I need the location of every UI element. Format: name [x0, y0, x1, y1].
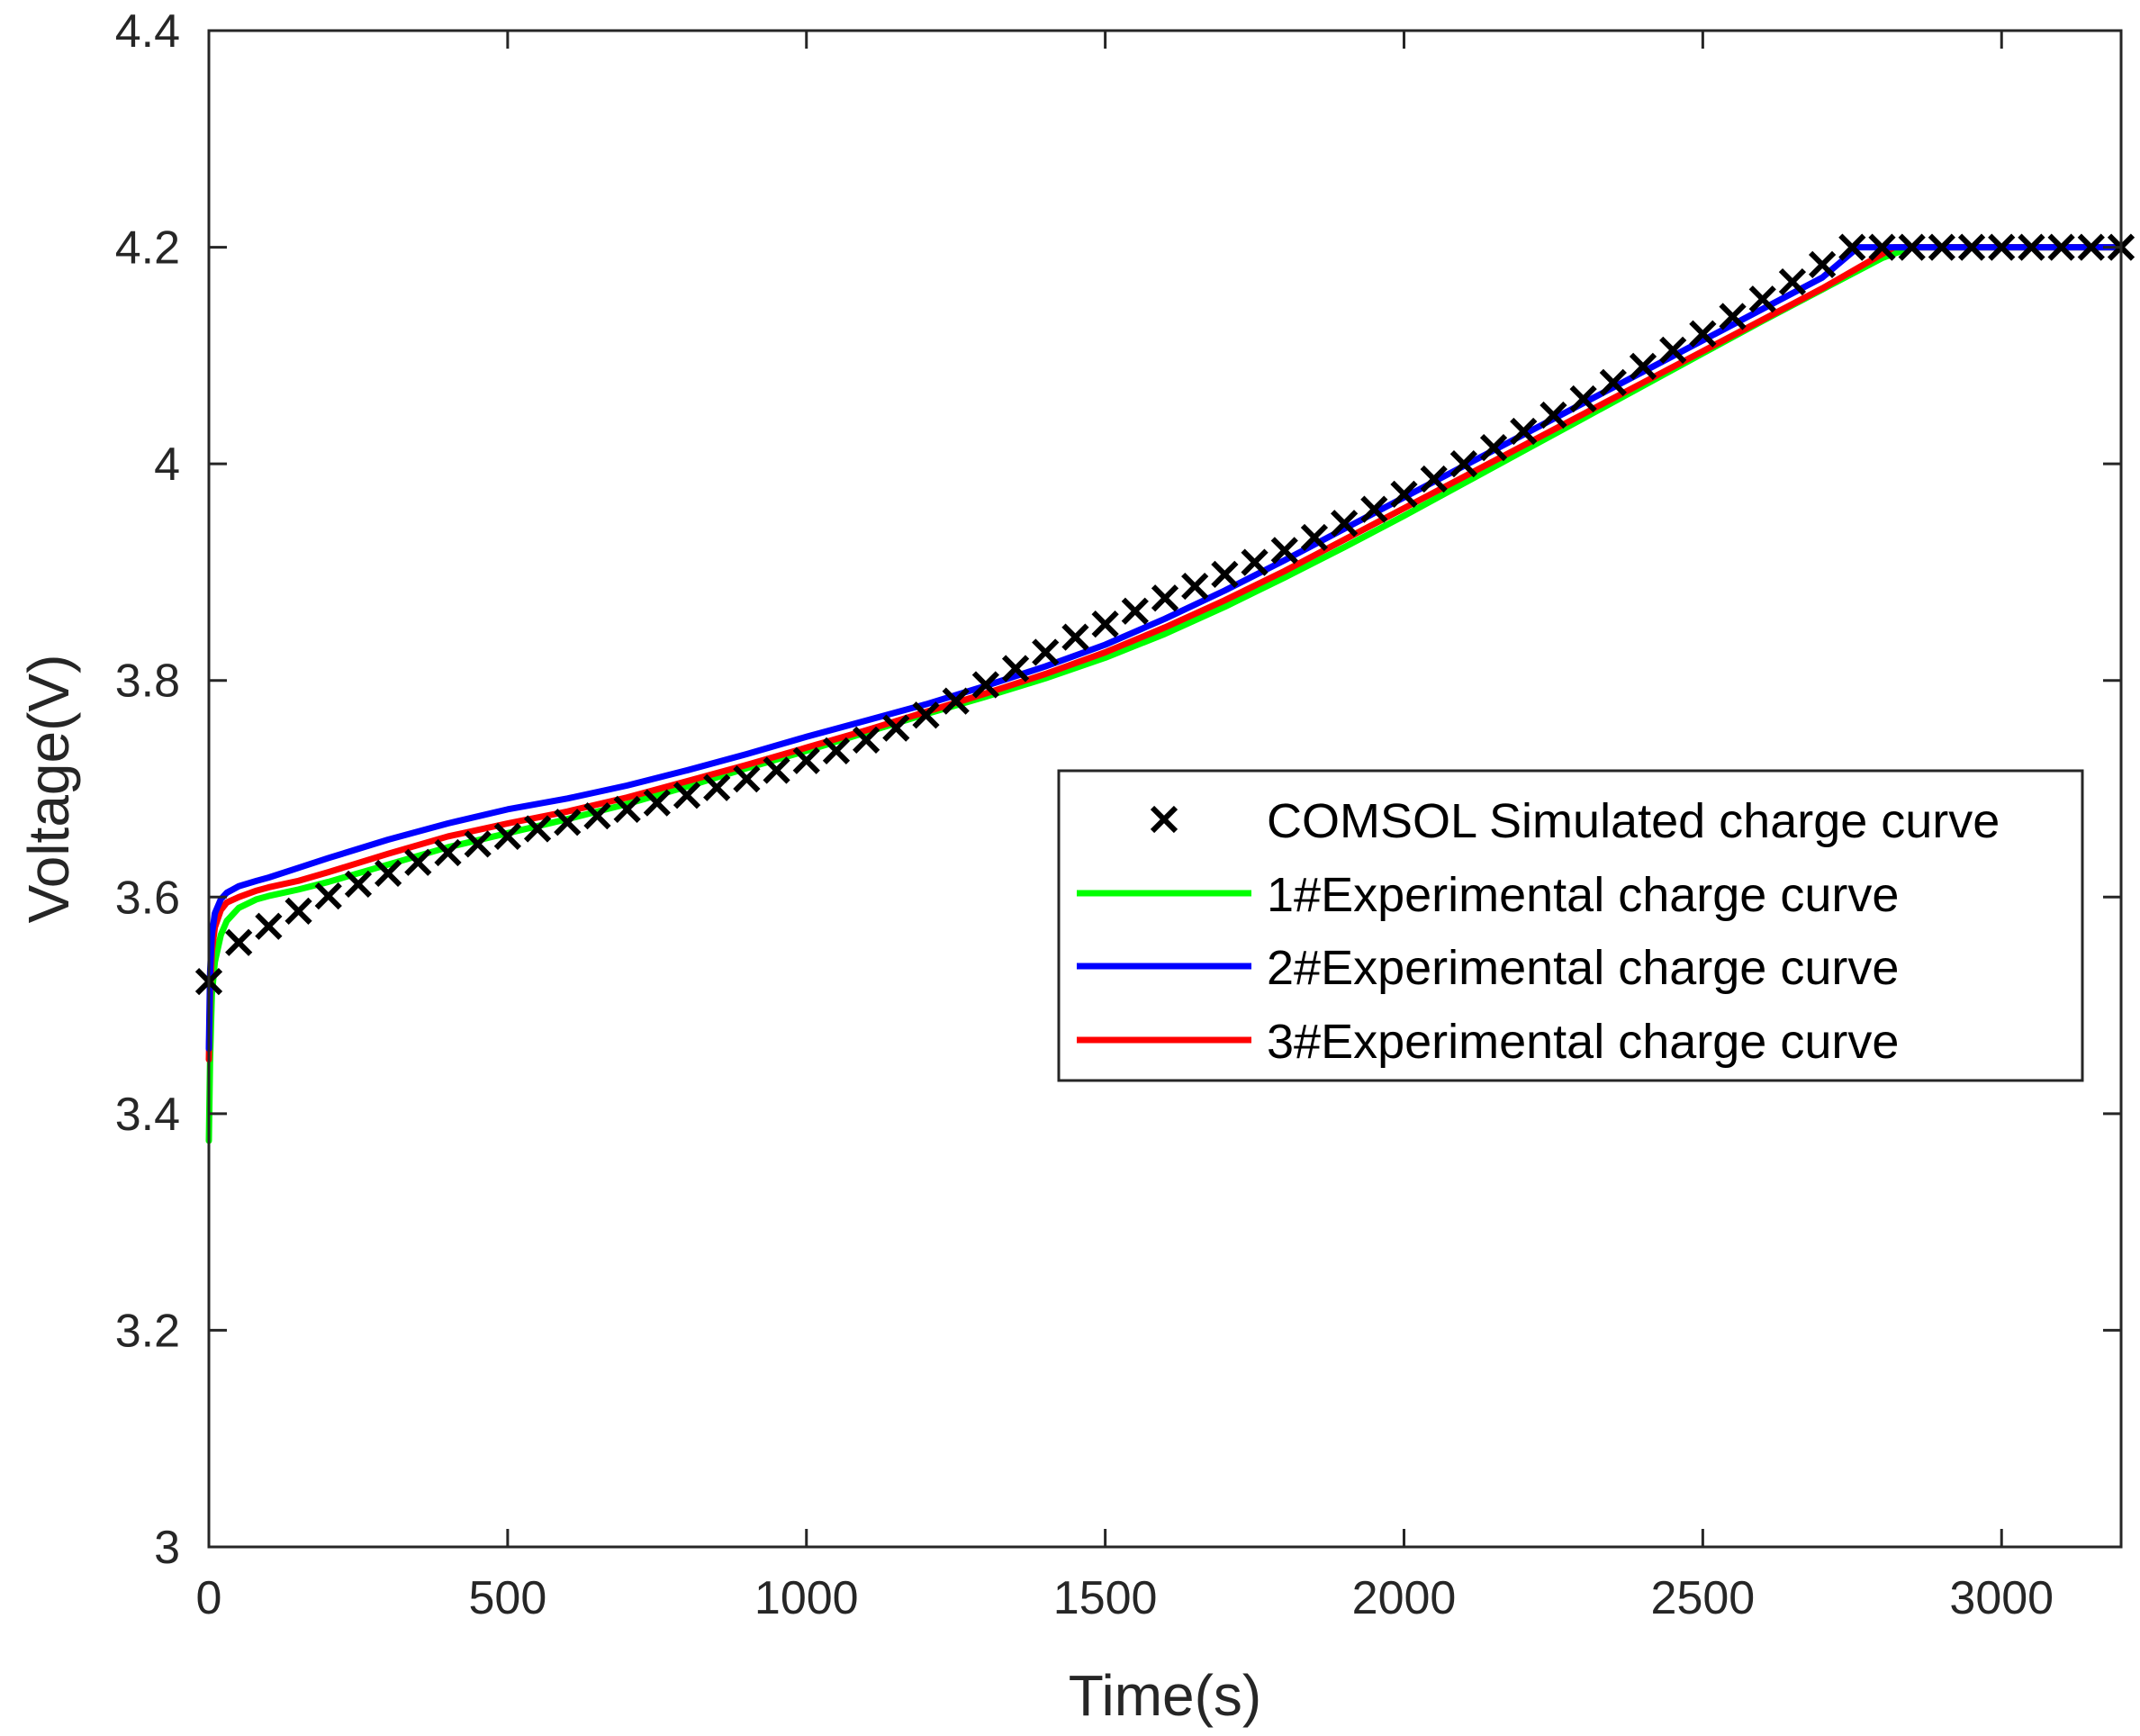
y-tick-label: 4 [154, 439, 180, 491]
data-point-comsol [1420, 465, 1448, 493]
legend: COMSOL Simulated charge curve 1#Experime… [1057, 769, 2084, 1082]
series-line-exp2 [205, 244, 2125, 1053]
y-tick-label: 3.6 [115, 872, 180, 924]
legend-box [1057, 769, 2084, 1082]
y-tick-label: 3.2 [115, 1305, 180, 1357]
data-point-comsol [763, 756, 790, 784]
data-point-comsol [1151, 584, 1179, 612]
data-point-comsol [1898, 233, 1926, 261]
data-point-comsol [822, 737, 851, 765]
data-point-comsol [1629, 352, 1657, 381]
data-point-comsol [523, 815, 552, 843]
data-point-comsol [1957, 233, 1986, 261]
data-point-comsol [375, 859, 402, 887]
y-tick-label: 3 [154, 1522, 180, 1574]
data-point-comsol [643, 789, 671, 817]
x-tick-label: 2500 [1651, 1572, 1756, 1624]
data-point-comsol [882, 714, 910, 742]
data-point-comsol [1300, 523, 1329, 552]
data-point-comsol [1689, 320, 1717, 348]
data-point-comsol [1748, 285, 1776, 313]
data-point-comsol [1868, 233, 1896, 261]
data-point-comsol [1091, 610, 1119, 638]
legend-label-exp3: 3#Experimental charge curve [1267, 1015, 1899, 1069]
data-point-comsol [225, 928, 253, 956]
data-point-comsol [613, 795, 641, 823]
data-point-comsol [942, 687, 970, 715]
data-point-comsol [583, 801, 611, 830]
data-point-comsol [912, 701, 940, 729]
data-point-comsol [853, 726, 880, 754]
data-point-comsol [2047, 233, 2075, 261]
series-markers-comsol [194, 233, 2135, 996]
data-point-comsol [2018, 233, 2045, 261]
plot-area-frame [207, 29, 2123, 1549]
data-point-comsol [255, 912, 283, 940]
y-tick-label: 3.4 [115, 1089, 180, 1141]
data-point-comsol [1778, 267, 1807, 296]
x-tick-label: 1500 [1053, 1572, 1158, 1624]
y-axis-title: Voltage(V) [16, 655, 81, 924]
x-tick-label: 0 [196, 1572, 222, 1624]
legend-label-exp1: 1#Experimental charge curve [1267, 868, 1899, 922]
x-tick-label: 500 [468, 1572, 546, 1624]
legend-label-exp2: 2#Experimental charge curve [1267, 941, 1899, 995]
y-tick-label: 3.8 [115, 656, 180, 708]
axis-ticks: 0 500 1000 1500 2000 2500 3000 3 3.2 3.4 3.6 3.8 4 4.… [115, 5, 2121, 1624]
data-point-comsol [404, 848, 432, 876]
data-point-comsol [1809, 250, 1837, 278]
data-point-comsol [554, 809, 582, 836]
data-point-comsol [344, 870, 373, 898]
data-point-comsol [2077, 233, 2105, 261]
data-point-comsol [464, 830, 492, 858]
data-point-comsol [1032, 638, 1060, 666]
data-point-comsol [703, 773, 731, 801]
data-point-comsol [1838, 233, 1866, 261]
x-tick-label: 3000 [1949, 1572, 2054, 1624]
x-axis-title: Time(s) [1069, 1663, 1261, 1728]
data-point-comsol [434, 838, 462, 867]
data-point-comsol [792, 746, 820, 774]
data-point-comsol [971, 671, 999, 699]
data-point-comsol [1331, 510, 1359, 538]
data-point-comsol [1569, 384, 1597, 413]
series-layer [194, 233, 2135, 1144]
data-point-comsol [1599, 368, 1627, 397]
y-tick-label: 4.4 [115, 5, 180, 58]
data-point-comsol [1540, 401, 1567, 429]
data-point-comsol [1928, 233, 1955, 261]
data-point-comsol [1360, 495, 1388, 523]
data-point-comsol [1001, 655, 1030, 683]
data-point-comsol [1390, 480, 1418, 508]
data-point-comsol [1241, 548, 1269, 576]
data-point-comsol [733, 765, 761, 793]
data-point-comsol [1121, 597, 1149, 625]
data-point-comsol [1510, 417, 1538, 446]
data-point-comsol [493, 822, 521, 851]
x-tick-label: 2000 [1352, 1572, 1457, 1624]
data-point-comsol [1719, 303, 1747, 330]
data-point-comsol [1181, 572, 1209, 601]
data-point-comsol [1988, 233, 2016, 261]
data-point-comsol [1479, 433, 1508, 462]
data-point-comsol [673, 782, 701, 809]
data-point-comsol [314, 882, 342, 910]
y-tick-label: 4.2 [115, 222, 180, 275]
data-point-comsol [284, 897, 312, 926]
legend-sample-comsol [1150, 805, 1178, 834]
data-point-comsol [1270, 537, 1298, 565]
data-point-comsol [1659, 336, 1687, 364]
x-tick-label: 1000 [754, 1572, 859, 1624]
legend-label-comsol: COMSOL Simulated charge curve [1267, 794, 2000, 848]
data-point-comsol [1449, 450, 1477, 478]
data-point-comsol [1211, 560, 1239, 588]
data-point-comsol [1061, 623, 1089, 651]
